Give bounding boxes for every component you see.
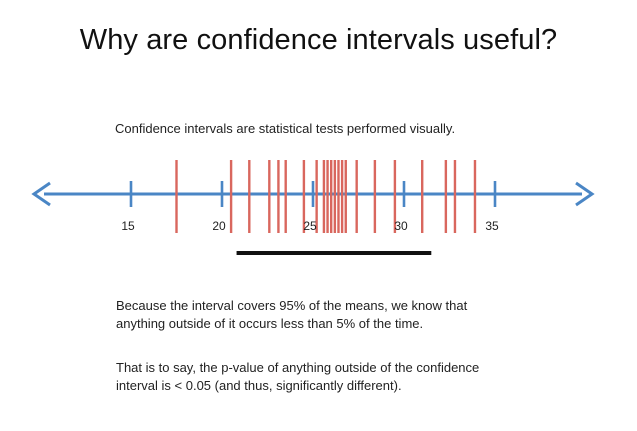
axis-ticks bbox=[129, 181, 497, 207]
left-arrow-icon bbox=[31, 181, 51, 207]
axis-tick-label: 25 bbox=[303, 219, 317, 233]
number-line-diagram: 15 20 25 30 35 bbox=[31, 160, 595, 255]
axis-tick-label: 15 bbox=[121, 219, 135, 233]
paragraph-line: interval is < 0.05 (and thus, significan… bbox=[116, 378, 402, 393]
axis-tick-label: 30 bbox=[394, 219, 408, 233]
slide-subtitle: Confidence intervals are statistical tes… bbox=[115, 121, 456, 136]
paragraph-interval-coverage: Because the interval covers 95% of the m… bbox=[116, 297, 596, 333]
paragraph-line: That is to say, the p-value of anything … bbox=[116, 360, 480, 375]
axis-tick-labels: 15 20 25 30 35 bbox=[121, 219, 499, 233]
paragraph-line: Because the interval covers 95% of the m… bbox=[116, 298, 468, 313]
sample-means bbox=[175, 160, 477, 233]
axis-tick-label: 35 bbox=[485, 219, 499, 233]
paragraph-p-value: That is to say, the p-value of anything … bbox=[116, 359, 596, 395]
axis-tick-label: 20 bbox=[212, 219, 226, 233]
right-arrow-icon bbox=[575, 181, 595, 207]
paragraph-line: anything outside of it occurs less than … bbox=[116, 316, 424, 331]
slide-title: Why are confidence intervals useful? bbox=[79, 24, 558, 56]
